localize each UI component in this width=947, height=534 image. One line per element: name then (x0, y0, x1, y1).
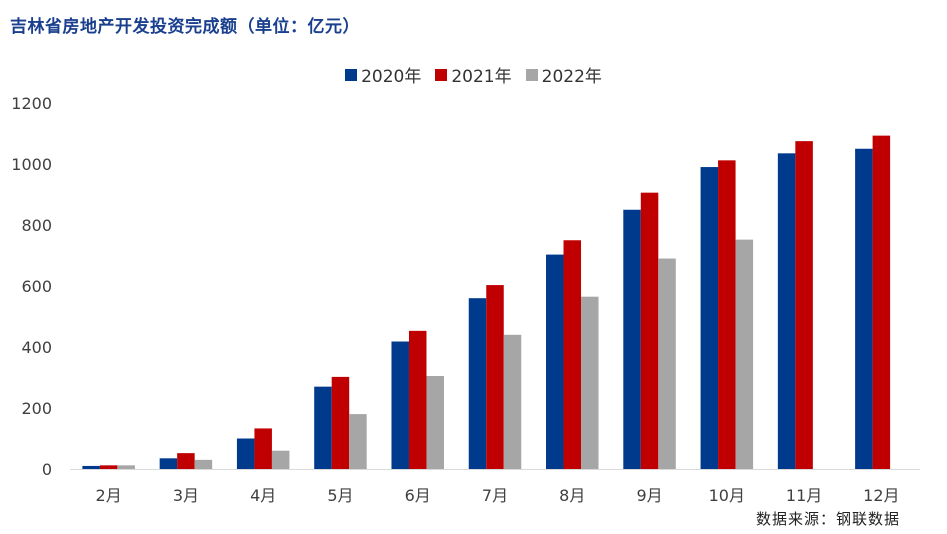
x-tick-label: 3月 (173, 486, 199, 505)
bar-2021年-4月 (254, 428, 272, 469)
bar-2022年-5月 (349, 414, 367, 469)
bar-2021年-7月 (486, 285, 504, 469)
bar-2022年-10月 (735, 239, 754, 469)
legend-swatch-2022 (525, 68, 538, 81)
bar-2021年-12月 (872, 135, 891, 469)
bar-2020年-7月 (468, 298, 487, 469)
x-tick-label: 5月 (327, 486, 353, 505)
chart-legend: 2020年 2021年 2022年 (0, 62, 947, 87)
x-tick-label: 6月 (405, 486, 431, 505)
legend-label-2020: 2020年 (361, 67, 422, 87)
y-tick-label: 800 (21, 216, 52, 235)
bar-2022年-6月 (426, 375, 444, 469)
bar-2020年-5月 (314, 386, 332, 469)
chart-title: 吉林省房地产开发投资完成额（单位：亿元） (10, 17, 360, 37)
bar-2021年-5月 (331, 376, 350, 469)
bar-2021年-11月 (795, 141, 813, 470)
legend-item-2020: 2020年 (345, 62, 421, 87)
bar-2020年-11月 (777, 153, 796, 469)
bar-2020年-2月 (82, 465, 100, 469)
y-tick-label: 200 (21, 399, 52, 418)
y-tick-label: 1000 (11, 155, 52, 174)
y-tick-label: 400 (21, 338, 52, 357)
y-tick-label: 0 (42, 460, 52, 479)
x-tick-label: 9月 (636, 486, 662, 505)
bar-2020年-10月 (700, 167, 719, 470)
x-tick-label: 10月 (709, 486, 745, 505)
bar-2020年-3月 (159, 458, 178, 469)
bar-2020年-4月 (236, 438, 255, 469)
bar-2021年-8月 (563, 240, 582, 469)
x-tick-label: 12月 (863, 486, 899, 505)
legend-swatch-2021 (435, 68, 448, 81)
bar-2021年-10月 (718, 160, 736, 469)
bar-2020年-8月 (546, 254, 564, 469)
legend-swatch-2020 (345, 68, 358, 81)
x-tick-label: 8月 (559, 486, 585, 505)
x-tick-label: 11月 (786, 486, 822, 505)
bar-2021年-9月 (640, 192, 659, 470)
x-tick-label: 7月 (482, 486, 508, 505)
bar-2021年-3月 (177, 453, 195, 469)
data-source-note: 数据来源：钢联数据 (755, 510, 900, 528)
legend-label-2021: 2021年 (451, 67, 512, 87)
bar-2022年-9月 (658, 258, 676, 469)
bar-2022年-3月 (194, 459, 213, 469)
y-tick-label: 600 (21, 277, 52, 296)
bar-2022年-7月 (503, 334, 522, 469)
bar-2020年-9月 (623, 209, 641, 469)
bar-2022年-2月 (117, 465, 135, 469)
bar-2021年-2月 (99, 465, 118, 469)
legend-item-2021: 2021年 (435, 62, 512, 87)
bar-2020年-6月 (391, 341, 409, 469)
bar-2021年-6月 (408, 330, 427, 469)
bar-2022年-4月 (271, 450, 290, 469)
legend-item-2022: 2022年 (525, 62, 602, 87)
bar-2020年-12月 (855, 148, 873, 469)
y-tick-label: 1200 (11, 94, 52, 113)
bar-2022年-8月 (581, 296, 599, 469)
x-tick-label: 4月 (250, 486, 276, 505)
x-tick-label: 2月 (96, 486, 122, 505)
legend-label-2022: 2022年 (541, 67, 602, 87)
